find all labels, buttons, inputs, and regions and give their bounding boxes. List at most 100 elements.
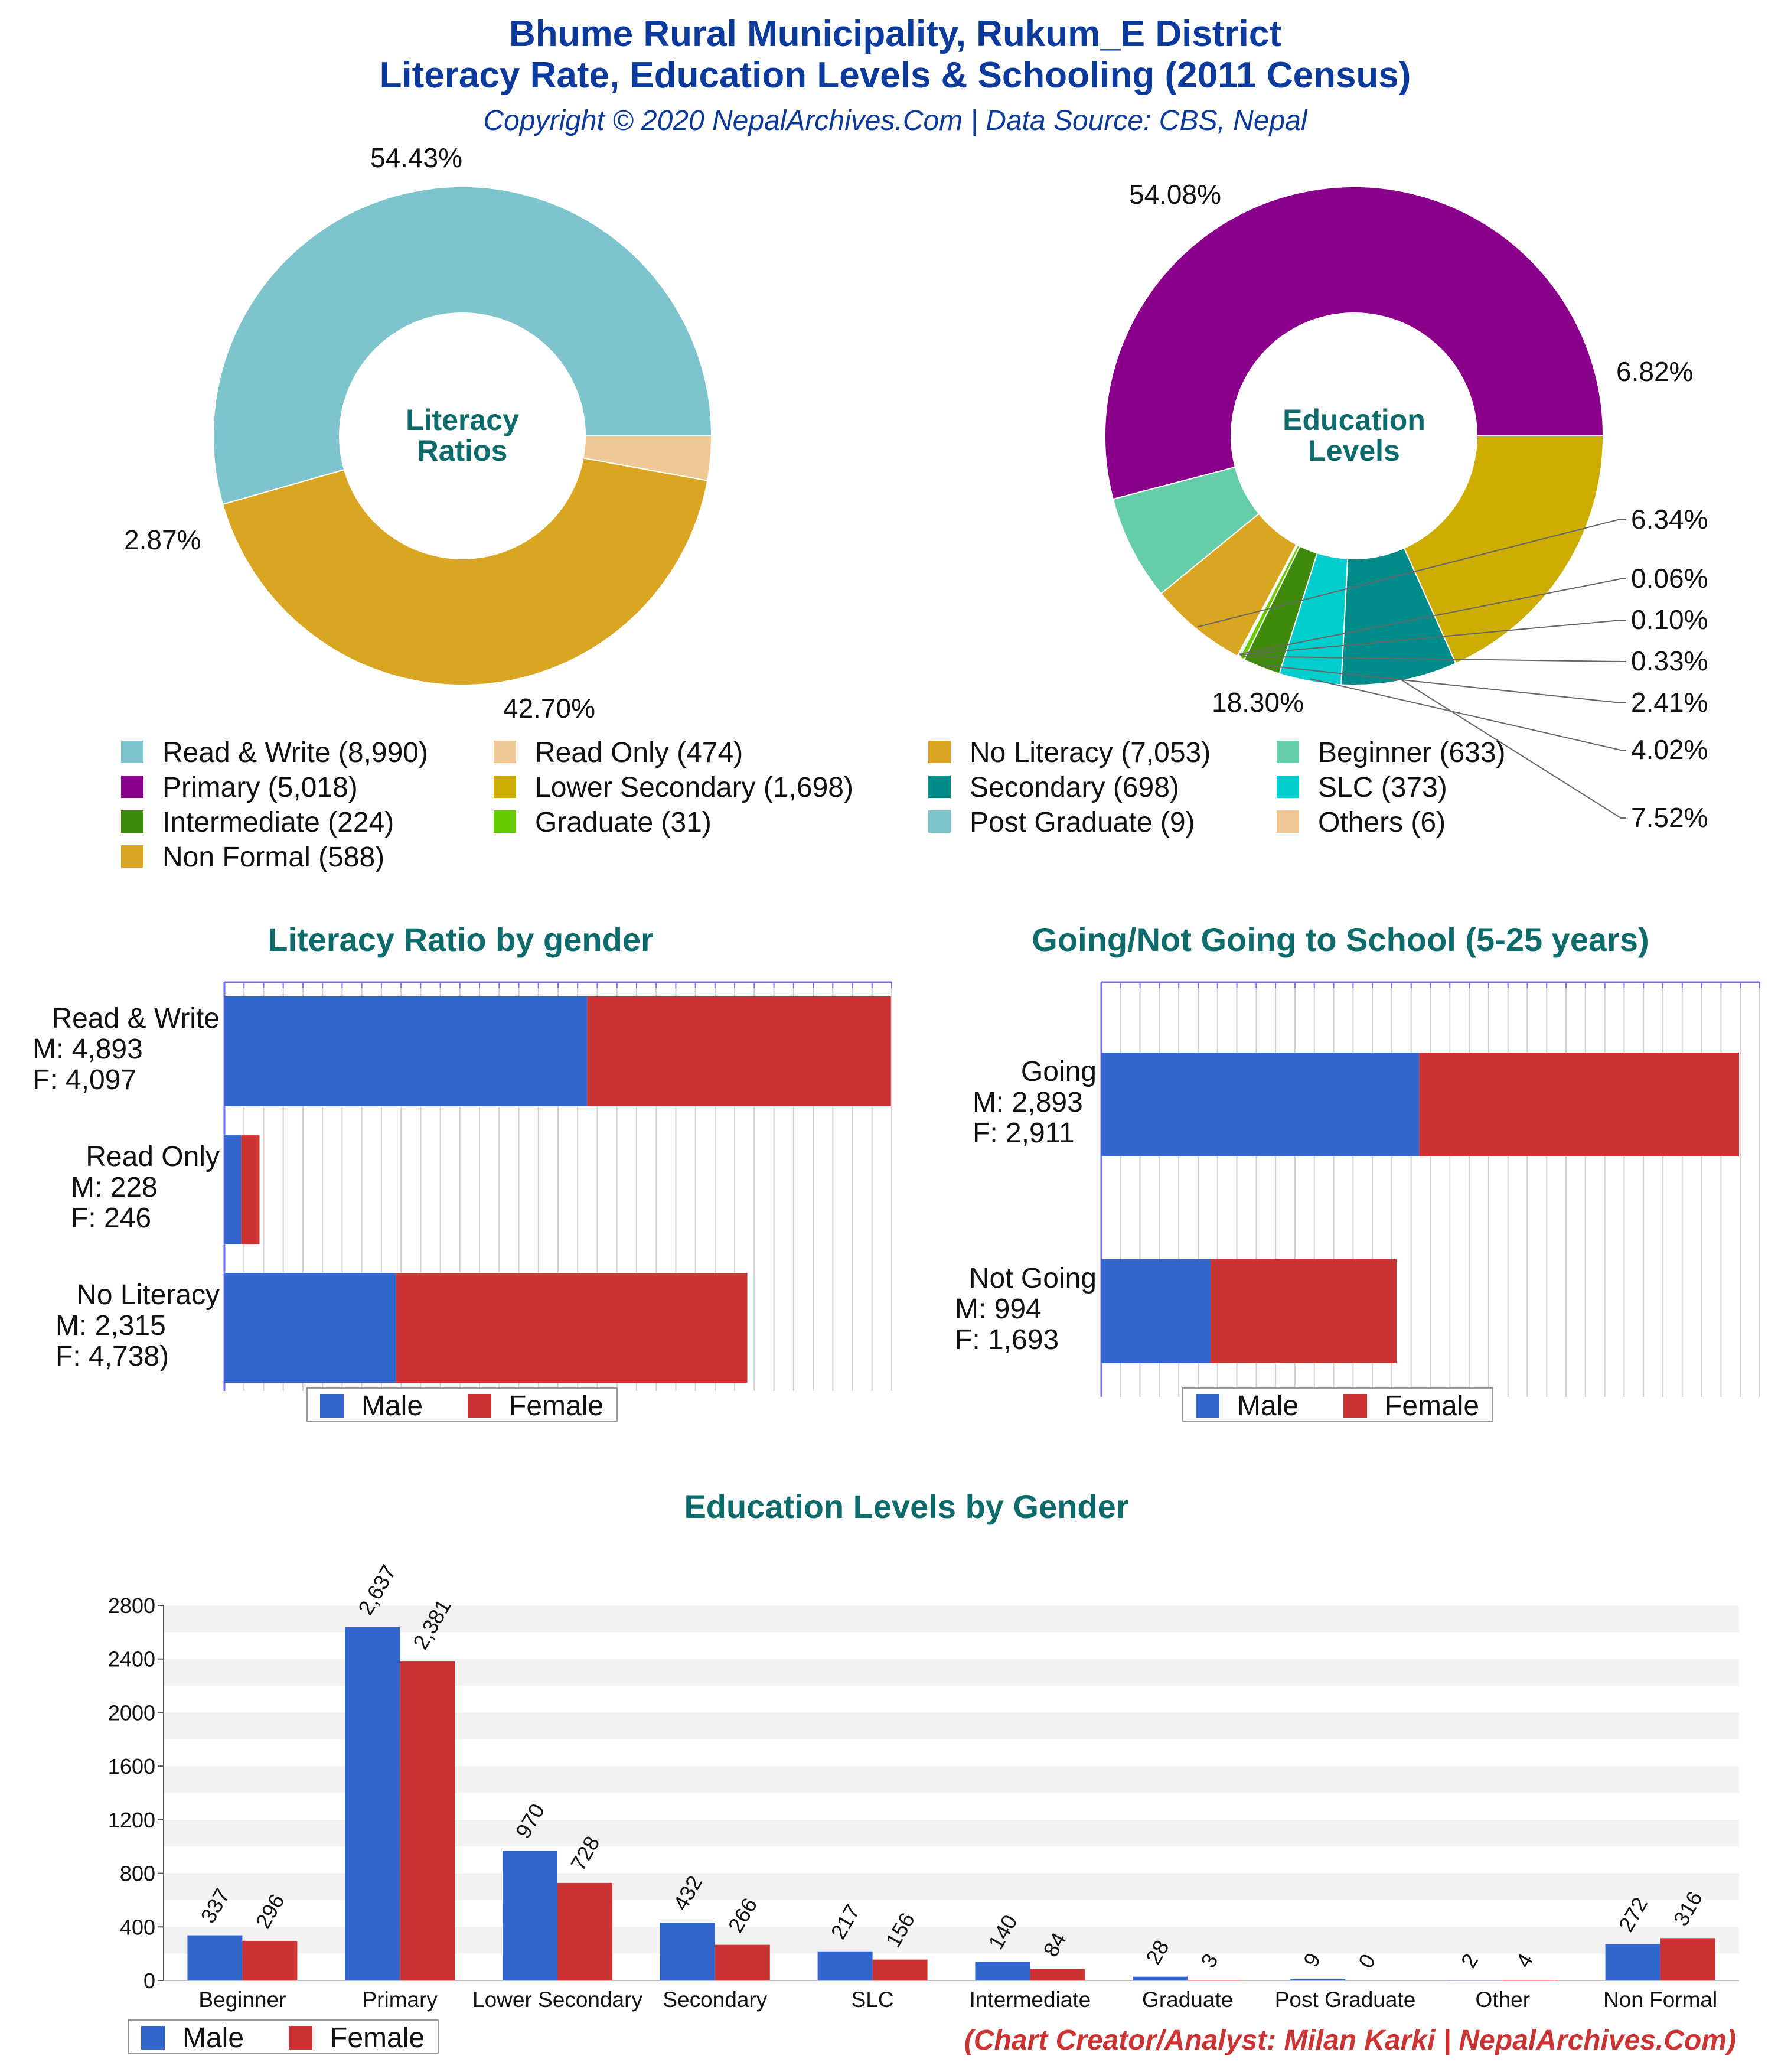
legend-label: Intermediate (224)	[162, 807, 394, 838]
legend-swatch	[121, 810, 143, 833]
donut-slice-label: 2.87%	[124, 524, 201, 555]
grid-band	[164, 1605, 1739, 1633]
donut-slice-label: 42.70%	[503, 693, 595, 724]
bar-female-slc	[872, 1959, 928, 1980]
male-value-label: M: 2,893	[973, 1087, 1083, 1118]
bar-female-primary	[400, 1661, 455, 1980]
legend-label: Beginner (633)	[1318, 737, 1506, 768]
education-donut-center-label-line2: Levels	[1308, 434, 1400, 467]
legend-swatch	[1277, 741, 1299, 763]
literacy-donut-center-label-line2: Ratios	[417, 434, 508, 467]
donut-slice-label: 6.34%	[1631, 504, 1708, 535]
legend-label: No Literacy (7,053)	[970, 737, 1211, 768]
category-label: Read Only	[86, 1141, 220, 1172]
bar-male-intermediate	[975, 1962, 1030, 1980]
bar-male-secondary	[660, 1923, 715, 1980]
bar-male-post-graduate	[1290, 1979, 1345, 1980]
category-label: No Literacy	[76, 1279, 220, 1311]
female-value-label: F: 4,738)	[56, 1341, 169, 1372]
bar-male-beginner	[187, 1935, 243, 1980]
donut-slice-label: 18.30%	[1212, 687, 1304, 718]
legend-swatch	[494, 776, 516, 798]
literacy-donut-chart: 54.43% 42.70% 2.87%	[124, 142, 713, 724]
bar-female-non-formal	[1660, 1938, 1715, 1980]
female-value-label: F: 1,693	[955, 1324, 1059, 1356]
legend-label: Post Graduate (9)	[970, 807, 1195, 838]
bar-male-2	[224, 1273, 396, 1383]
bar-male-1	[1101, 1259, 1211, 1363]
legend-label: Lower Secondary (1,698)	[535, 772, 853, 803]
donut-slice-label: 0.10%	[1631, 604, 1708, 635]
male-value-label: M: 4,893	[32, 1034, 143, 1065]
legend-swatch	[121, 776, 143, 798]
bar-female-1	[241, 1135, 260, 1244]
education-donut-center-label-line1: Education	[1283, 403, 1425, 436]
bar-male-0	[224, 996, 588, 1106]
x-tick-label: Lower Secondary	[472, 1988, 642, 2012]
category-label: Read & Write	[51, 1003, 220, 1034]
legend-box	[1182, 1387, 1493, 1422]
donut-slice-label: 6.82%	[1616, 356, 1693, 387]
pie-legend: Read & Write (8,990) Read Only (474) No Li…	[121, 737, 1506, 873]
legend-swatch	[1277, 810, 1299, 833]
x-tick-label: SLC	[852, 1988, 894, 2012]
donut-leader-line	[1399, 678, 1626, 819]
donut-leader-line	[1238, 578, 1626, 655]
donut-slice-label: 54.08%	[1129, 179, 1221, 210]
y-tick-label: 400	[120, 1915, 155, 1939]
male-value-label: M: 994	[955, 1294, 1042, 1325]
donut-slice-read-only	[582, 435, 713, 481]
x-tick-label: Intermediate	[970, 1988, 1091, 2012]
donut-slice-read-write	[213, 186, 713, 506]
bar-female-secondary	[715, 1944, 770, 1980]
donut-slice-lower-secondary	[1403, 435, 1604, 664]
legend-male-swatch	[1196, 1394, 1219, 1418]
page-subtitle: Copyright © 2020 NepalArchives.Com | Dat…	[483, 105, 1307, 136]
school-gender-title: Going/Not Going to School (5-25 years)	[1032, 921, 1649, 958]
y-tick-label: 1600	[108, 1754, 155, 1778]
bar-male-slc	[817, 1951, 873, 1980]
legend-swatch	[928, 741, 951, 763]
legend-box	[306, 1387, 618, 1422]
bar-male-graduate	[1133, 1976, 1188, 1980]
legend-female-swatch	[1343, 1394, 1367, 1418]
donut-leader-line	[1242, 656, 1626, 662]
legend-box	[128, 2019, 439, 2054]
donut-slice-label: 2.41%	[1631, 687, 1708, 718]
y-tick-label: 2000	[108, 1700, 155, 1725]
legend-swatch	[928, 810, 951, 833]
bar-male-lower-secondary	[503, 1851, 557, 1980]
bar-female-2	[396, 1273, 748, 1383]
donut-leader-line	[1262, 664, 1626, 703]
female-value-label: F: 4,097	[32, 1064, 136, 1096]
legend-swatch	[494, 810, 516, 833]
education-donut-chart: 54.08% 6.82% 6.34% 0.06% 0.10% 0.33% 2.41% 4.02…	[1104, 179, 1708, 833]
y-tick-label: 1200	[108, 1808, 155, 1832]
legend-label: Secondary (698)	[970, 772, 1179, 803]
y-tick-label: 2800	[108, 1594, 155, 1618]
female-value-label: F: 246	[71, 1203, 151, 1234]
x-tick-label: Non Formal	[1603, 1988, 1717, 2012]
x-tick-label: Post Graduate	[1275, 1988, 1416, 2012]
legend-female-label: Female	[509, 1390, 603, 1422]
donut-slice-primary	[1104, 186, 1604, 500]
female-value-label: F: 2,911	[973, 1118, 1075, 1149]
y-tick-label: 0	[143, 1969, 155, 1993]
donut-slice-label: 4.02%	[1631, 734, 1708, 765]
legend-swatch	[121, 845, 143, 868]
bar-male-1	[224, 1135, 242, 1244]
bar-female-0	[1419, 1053, 1739, 1156]
male-value-label: M: 228	[71, 1172, 158, 1203]
x-tick-label: Primary	[362, 1988, 438, 2012]
x-tick-label: Graduate	[1142, 1988, 1233, 2012]
legend-swatch	[494, 741, 516, 763]
grid-band	[164, 1632, 1739, 1659]
literacy-donut-center-label-line1: Literacy	[406, 403, 519, 436]
bar-female-1	[1210, 1259, 1397, 1363]
donut-leader-line	[1239, 620, 1626, 656]
legend-swatch	[121, 741, 143, 763]
